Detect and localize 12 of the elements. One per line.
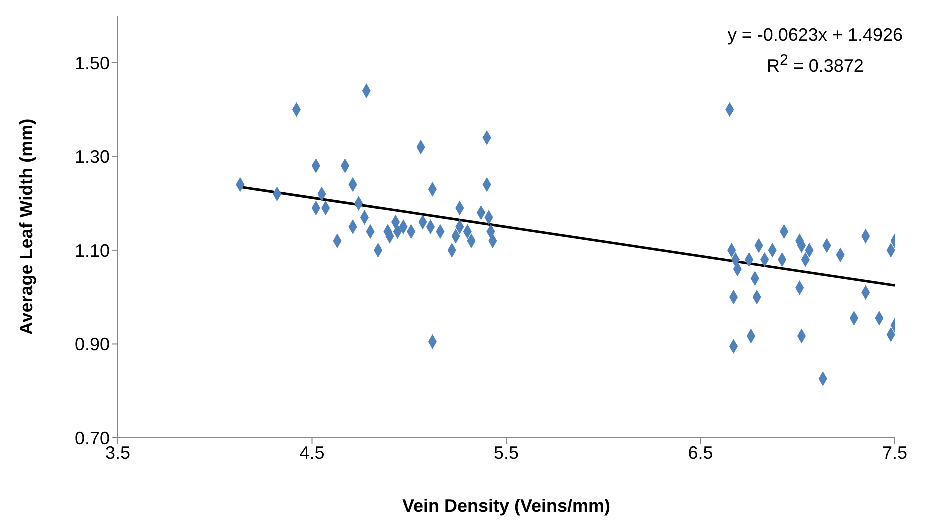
x-tick-label: 4.5 — [300, 442, 325, 463]
y-tick-label: 1.50 — [74, 53, 110, 74]
x-axis-title: Vein Density (Veins/mm) — [402, 496, 611, 516]
x-tick-label: 5.5 — [494, 442, 520, 463]
annotation: y = -0.0623x + 1.4926 — [728, 24, 903, 47]
y-tick-label: 0.90 — [74, 334, 110, 355]
y-tick-label: 1.10 — [74, 240, 110, 261]
y-axis-title: Average Leaf Width (mm) — [16, 118, 36, 336]
annotation: R$^{2}$ = 0.3872 — [766, 51, 865, 78]
x-tick-label: 7.5 — [882, 442, 908, 463]
x-tick-label: 6.5 — [688, 442, 714, 463]
y-tick-label: 1.30 — [74, 147, 110, 168]
